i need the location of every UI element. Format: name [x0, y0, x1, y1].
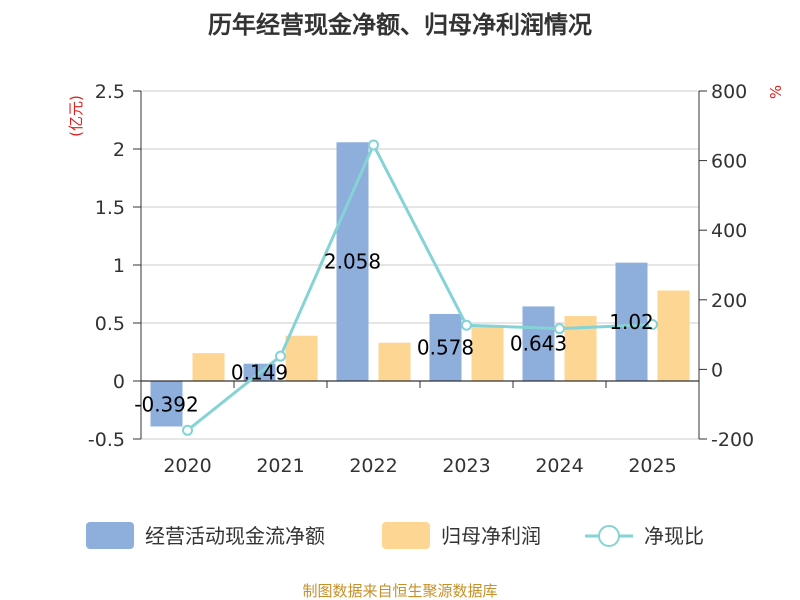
right-axis-unit-label: %: [767, 85, 785, 99]
left-tick-label: 1.5: [95, 197, 125, 219]
legend: 经营活动现金流净额 归母净利润 净现比: [86, 522, 704, 549]
ratio-point: [275, 350, 286, 362]
right-tick-label: -200: [711, 429, 754, 451]
data-label-cash-flow: 0.578: [417, 335, 474, 359]
bar-net-profit: [471, 326, 504, 381]
source-note: 制图数据来自恒生聚源数据库: [302, 582, 497, 600]
data-label-cash-flow: 2.058: [324, 250, 381, 274]
x-tick-label: 2020: [163, 455, 211, 477]
bar-cash-flow: [336, 142, 369, 381]
bar-cash-flow: [150, 381, 183, 427]
bar-cash-flow: [615, 262, 648, 381]
data-label-cash-flow: -0.392: [134, 392, 198, 416]
left-axis-unit-label: (亿元): [67, 95, 85, 137]
legend-label-net-profit: 归母净利润: [441, 524, 541, 548]
bar-net-profit: [378, 342, 411, 381]
bar-net-profit: [285, 335, 318, 381]
left-tick-label: 0.5: [95, 313, 125, 335]
legend-marker-ratio: [598, 525, 620, 547]
ratio-point: [182, 424, 193, 436]
left-tick-label: 2.5: [95, 81, 125, 103]
x-tick-label: 2023: [442, 455, 490, 477]
right-tick-label: 600: [711, 151, 747, 173]
left-tick-label: 1: [113, 255, 125, 277]
legend-label-ratio: 净现比: [644, 524, 704, 548]
axes-group: -0.5 0 0.5 1 1.5 2 2.5 -200 0 200 400 600 800 2020 202…: [88, 81, 754, 477]
ratio-point: [461, 319, 472, 331]
right-tick-label: 0: [711, 359, 723, 381]
right-tick-label: 200: [711, 290, 747, 312]
right-tick-label: 800: [711, 81, 747, 103]
ratio-point: [647, 319, 658, 331]
ratio-point: [554, 323, 565, 335]
legend-label-cash-flow: 经营活动现金流净额: [145, 524, 325, 548]
bar-cash-flow: [522, 306, 555, 381]
right-tick-label: 400: [711, 220, 747, 242]
x-tick-label: 2024: [535, 455, 583, 477]
chart-title: 历年经营现金净额、归母净利润情况: [208, 11, 592, 39]
data-labels-group: -0.392 0.149 2.058 0.578 0.643 1.02: [134, 250, 654, 417]
x-tick-label: 2022: [349, 455, 397, 477]
bar-cash-flow: [429, 313, 462, 381]
left-tick-label: 0: [113, 371, 125, 393]
data-label-cash-flow: 0.149: [231, 360, 288, 384]
data-label-cash-flow: 0.643: [510, 332, 567, 356]
legend-swatch-cash-flow: [86, 522, 134, 549]
x-tick-label: 2021: [256, 455, 304, 477]
ratio-line-group: [182, 139, 658, 436]
x-tick-label: 2025: [628, 455, 676, 477]
bar-net-profit: [192, 353, 225, 381]
ratio-line: [186, 143, 653, 432]
bar-net-profit: [657, 290, 690, 381]
legend-swatch-net-profit: [382, 522, 430, 549]
left-tick-label: 2: [113, 139, 125, 161]
left-tick-label: -0.5: [88, 429, 125, 451]
ratio-point: [368, 139, 379, 151]
data-label-cash-flow: 1.02: [609, 310, 654, 334]
